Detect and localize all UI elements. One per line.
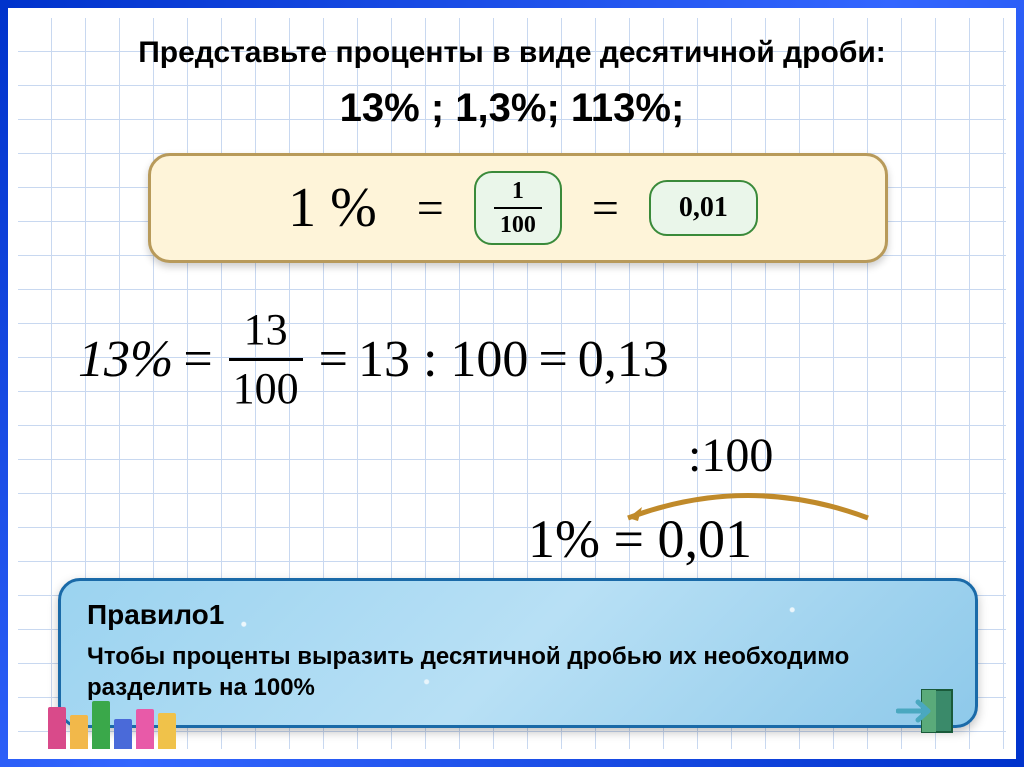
equation-division: 13 : 100 [358, 330, 528, 389]
equals-sign: = [613, 509, 643, 569]
equation-denominator: 100 [229, 358, 303, 411]
exit-icon[interactable] [896, 686, 956, 741]
decimal-pill: 0,01 [649, 180, 758, 236]
fraction-denominator: 100 [494, 207, 542, 237]
slide-frame: Представьте проценты в виде десятичной д… [0, 0, 1024, 767]
rule-title: Правило1 [87, 599, 949, 631]
divisor-label: :100 [688, 428, 773, 483]
equals-sign: = [417, 181, 444, 236]
equals-sign: = [538, 330, 567, 389]
equation-numerator: 13 [244, 308, 288, 358]
book-icon [48, 707, 66, 749]
one-eq-rhs: 0,01 [657, 509, 752, 569]
percent-list: 13% ; 1,3%; 113%; [8, 86, 1016, 131]
one-percent-text: 1 % [288, 176, 377, 240]
equation-fraction: 13 100 [229, 308, 303, 411]
one-percent-equation: 1% = 0,01 [528, 508, 752, 570]
eq-lhs: 13% [78, 330, 173, 389]
book-icon [136, 709, 154, 749]
worked-equation: 13% = 13 100 = 13 : 100 = 0,13 [78, 308, 669, 411]
one-eq-lhs: 1% [528, 509, 600, 569]
rule-text: Чтобы проценты выразить десятичной дробь… [87, 641, 949, 703]
equals-sign: = [319, 330, 348, 389]
fraction-numerator: 1 [512, 179, 524, 207]
book-icon [92, 701, 110, 749]
books-decoration [48, 701, 176, 749]
equals-sign: = [592, 181, 619, 236]
page-title: Представьте проценты в виде десятичной д… [58, 36, 966, 70]
equation-result: 0,13 [578, 330, 669, 389]
formula-box: 1 % = 1 100 = 0,01 [148, 153, 888, 263]
rule-box: Правило1 Чтобы проценты выразить десятич… [58, 578, 978, 728]
equals-sign: = [183, 330, 212, 389]
book-icon [114, 719, 132, 749]
book-icon [70, 715, 88, 749]
book-icon [158, 713, 176, 749]
fraction-pill: 1 100 [474, 171, 562, 245]
